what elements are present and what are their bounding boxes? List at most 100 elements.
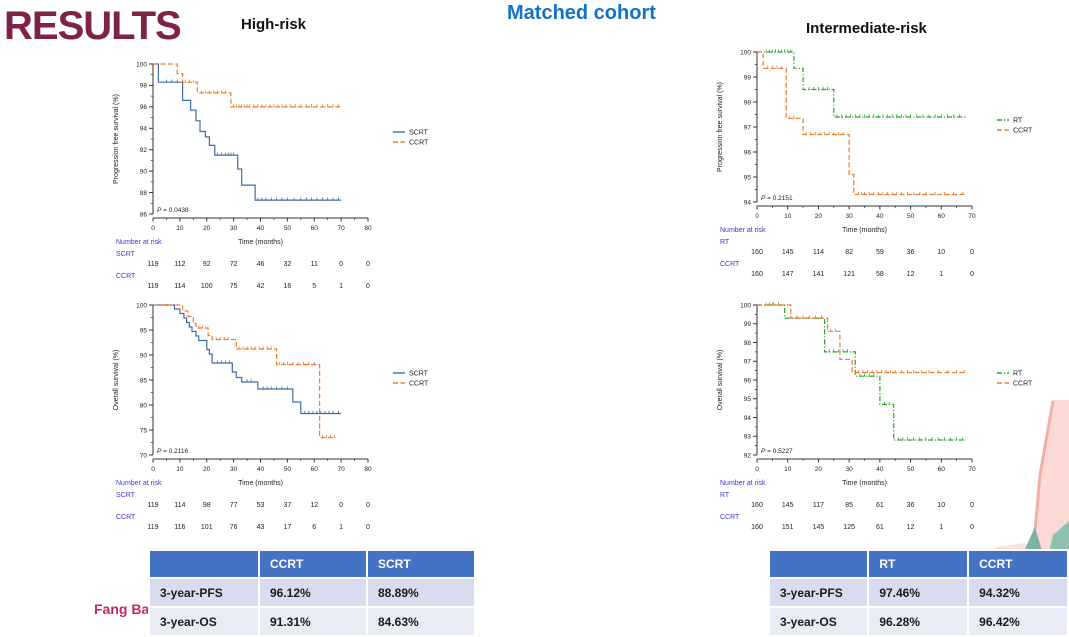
x-tick-label: 10 bbox=[176, 225, 184, 232]
risk-row-name: CCRT bbox=[720, 514, 740, 521]
row-label: 3-year-PFS bbox=[767, 577, 870, 608]
legend-label: CCRT bbox=[1013, 127, 1033, 134]
risk-value: 114 bbox=[174, 502, 185, 509]
summary-table-high-risk: CCRT SCRT 3-year-PFS 96.12% 88.89% 3-yea… bbox=[148, 549, 476, 637]
risk-value: 119 bbox=[147, 524, 158, 531]
x-tick-label: 0 bbox=[151, 466, 155, 473]
legend-label: CCRT bbox=[409, 380, 429, 387]
risk-value: 147 bbox=[782, 271, 794, 278]
x-tick-label: 30 bbox=[846, 466, 854, 473]
risk-value: 125 bbox=[843, 524, 855, 531]
risk-value: 141 bbox=[813, 271, 825, 278]
number-at-risk-label: Number at risk bbox=[116, 239, 162, 246]
km-curve bbox=[153, 63, 342, 108]
risk-value: 0 bbox=[339, 502, 343, 509]
p-value: P = 0.5227 bbox=[761, 448, 793, 455]
header-cell-blank bbox=[148, 549, 260, 579]
y-axis-label: Progression free survival (%) bbox=[113, 94, 120, 184]
risk-value: 1 bbox=[339, 524, 343, 531]
risk-value: 117 bbox=[813, 502, 824, 509]
series-ccrt bbox=[153, 304, 336, 439]
x-tick-label: 0 bbox=[755, 466, 759, 473]
risk-value: 151 bbox=[782, 524, 794, 531]
page-title: RESULTS bbox=[4, 4, 182, 48]
row-label: 3-year-OS bbox=[767, 606, 870, 637]
x-tick-label: 10 bbox=[784, 466, 792, 473]
risk-row-name: RT bbox=[720, 239, 730, 246]
y-tick-label: 95 bbox=[744, 174, 752, 181]
risk-value: 0 bbox=[970, 271, 974, 278]
y-tick-label: 98 bbox=[744, 99, 752, 106]
risk-value: 0 bbox=[970, 502, 974, 509]
y-tick-label: 99 bbox=[744, 321, 752, 328]
x-tick-label: 30 bbox=[846, 213, 854, 220]
y-axis-label: Overall survival (%) bbox=[717, 350, 724, 411]
risk-row-name: SCRT bbox=[116, 251, 136, 258]
x-tick-label: 20 bbox=[815, 213, 823, 220]
number-at-risk-label: Number at risk bbox=[720, 480, 766, 487]
risk-value: 1 bbox=[339, 283, 343, 290]
header-cell-ccrt: CCRT bbox=[258, 549, 368, 579]
series-scrt bbox=[153, 63, 342, 201]
y-tick-label: 95 bbox=[744, 396, 752, 403]
risk-value: 121 bbox=[843, 271, 855, 278]
risk-value: 82 bbox=[845, 249, 853, 256]
y-tick-label: 90 bbox=[140, 352, 148, 359]
x-axis-label: Time (months) bbox=[238, 239, 283, 246]
y-tick-label: 93 bbox=[744, 434, 752, 441]
x-tick-label: 20 bbox=[203, 466, 211, 473]
risk-value: 0 bbox=[339, 261, 343, 268]
risk-value: 59 bbox=[876, 249, 884, 256]
risk-value: 160 bbox=[751, 524, 763, 531]
x-tick-label: 60 bbox=[938, 213, 946, 220]
value-scrt-pfs: 88.89% bbox=[366, 577, 476, 608]
p-value: P = 0.2116 bbox=[157, 448, 189, 455]
km-curve bbox=[757, 51, 966, 118]
table-header-row: RT CCRT bbox=[767, 549, 1069, 579]
risk-value: 114 bbox=[813, 249, 824, 256]
y-tick-label: 75 bbox=[140, 427, 148, 434]
km-curve bbox=[153, 63, 342, 201]
series-scrt bbox=[153, 304, 342, 415]
author-name: Fang Bai bbox=[94, 601, 154, 617]
y-tick-label: 85 bbox=[140, 377, 148, 384]
risk-value: 114 bbox=[174, 283, 185, 290]
legend-label: SCRT bbox=[409, 129, 429, 136]
summary-table-intermediate-risk: RT CCRT 3-year-PFS 97.46% 94.32% 3-year-… bbox=[767, 549, 1069, 637]
risk-value: 85 bbox=[845, 502, 853, 509]
risk-value: 119 bbox=[147, 502, 158, 509]
header-cell-scrt: SCRT bbox=[366, 549, 476, 579]
heading-matched-cohort: Matched cohort bbox=[507, 2, 656, 24]
risk-row-name: CCRT bbox=[116, 273, 136, 280]
y-tick-label: 100 bbox=[136, 61, 147, 68]
x-tick-label: 50 bbox=[907, 213, 915, 220]
x-axis-label: Time (months) bbox=[842, 480, 887, 487]
x-tick-label: 40 bbox=[876, 466, 884, 473]
risk-value: 37 bbox=[283, 502, 291, 509]
x-tick-label: 40 bbox=[876, 213, 884, 220]
risk-value: 0 bbox=[366, 524, 370, 531]
x-tick-label: 60 bbox=[311, 225, 319, 232]
x-tick-label: 20 bbox=[203, 225, 211, 232]
risk-value: 145 bbox=[813, 524, 825, 531]
value-ccrt-os: 96.42% bbox=[967, 606, 1069, 637]
value-rt-os: 96.28% bbox=[867, 606, 970, 637]
value-ccrt-pfs: 94.32% bbox=[967, 577, 1069, 608]
table-header-row: CCRT SCRT bbox=[148, 549, 476, 579]
heading-high-risk: High-risk bbox=[241, 16, 307, 33]
y-tick-label: 100 bbox=[136, 302, 147, 309]
series-ccrt bbox=[757, 51, 966, 196]
risk-value: 53 bbox=[257, 502, 265, 509]
risk-value: 10 bbox=[937, 502, 945, 509]
table-row-3-year-pfs: 3-year-PFS 96.12% 88.89% bbox=[148, 577, 476, 608]
value-ccrt-os: 91.31% bbox=[258, 606, 368, 637]
y-axis-label: Progression free survival (%) bbox=[717, 82, 724, 172]
y-tick-label: 96 bbox=[140, 104, 148, 111]
risk-value: 1 bbox=[939, 271, 943, 278]
x-tick-label: 30 bbox=[230, 466, 238, 473]
risk-value: 76 bbox=[230, 524, 238, 531]
